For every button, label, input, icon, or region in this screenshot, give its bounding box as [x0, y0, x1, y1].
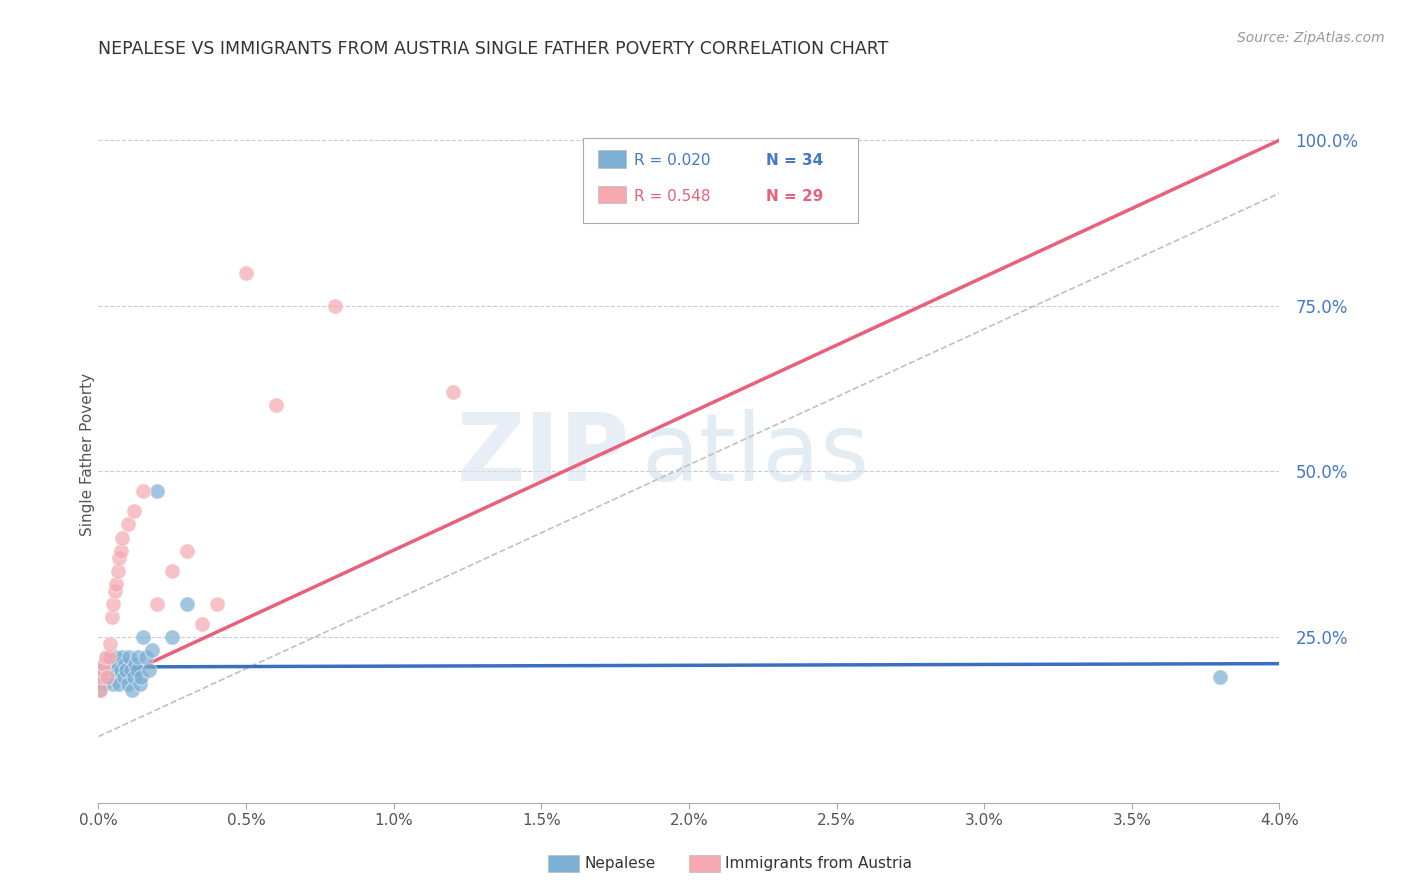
Point — [122, 670, 145, 684]
Point — [132, 484, 155, 499]
Point — [104, 583, 127, 598]
Point — [124, 657, 146, 671]
Point — [108, 550, 131, 565]
Point — [108, 676, 131, 690]
Point — [589, 186, 612, 201]
Point — [96, 650, 118, 665]
Point — [94, 657, 117, 671]
Point — [105, 663, 128, 677]
Point — [96, 670, 118, 684]
Y-axis label: Single Father Poverty: Single Father Poverty — [80, 374, 94, 536]
Text: R = 0.020: R = 0.020 — [634, 153, 710, 168]
Point — [100, 610, 122, 624]
Point — [93, 670, 115, 684]
Text: atlas: atlas — [641, 409, 870, 501]
Point — [110, 663, 132, 677]
Point — [117, 517, 139, 532]
Point — [176, 597, 198, 611]
Point — [117, 676, 139, 690]
Point — [129, 670, 152, 684]
Point — [112, 670, 135, 684]
Point — [93, 657, 115, 671]
Point — [91, 676, 114, 690]
Point — [191, 616, 214, 631]
Point — [127, 650, 149, 665]
Point — [111, 531, 134, 545]
Point — [138, 663, 160, 677]
Point — [141, 643, 163, 657]
Point — [111, 650, 134, 665]
Point — [205, 597, 228, 611]
Point — [91, 663, 114, 677]
Point — [146, 597, 169, 611]
Point — [118, 650, 141, 665]
Point — [103, 676, 125, 690]
Text: Source: ZipAtlas.com: Source: ZipAtlas.com — [1237, 31, 1385, 45]
Point — [128, 676, 150, 690]
Point — [264, 398, 287, 412]
Point — [114, 657, 136, 671]
Point — [1209, 670, 1232, 684]
Point — [162, 630, 183, 644]
Text: ZIP: ZIP — [457, 409, 630, 501]
Point — [97, 650, 120, 665]
Point — [98, 637, 121, 651]
Point — [323, 299, 346, 313]
Text: Immigrants from Austria: Immigrants from Austria — [725, 856, 912, 871]
Point — [90, 663, 112, 677]
Text: Nepalese: Nepalese — [585, 856, 657, 871]
Point — [107, 564, 129, 578]
Text: N = 29: N = 29 — [766, 189, 824, 203]
Point — [94, 650, 117, 665]
Point — [135, 650, 157, 665]
Point — [162, 564, 183, 578]
Point — [100, 663, 122, 677]
Point — [89, 683, 111, 698]
Point — [125, 663, 148, 677]
Point — [176, 544, 198, 558]
Point — [105, 577, 128, 591]
Text: R = 0.548: R = 0.548 — [634, 189, 710, 203]
Point — [115, 663, 138, 677]
Point — [122, 504, 145, 518]
Point — [110, 544, 132, 558]
Point — [120, 663, 142, 677]
Point — [98, 657, 121, 671]
Point — [146, 484, 169, 499]
Point — [441, 384, 464, 399]
Point — [132, 630, 155, 644]
Point — [107, 657, 129, 671]
Point — [89, 683, 111, 698]
Point — [103, 597, 125, 611]
Point — [90, 670, 112, 684]
Point — [235, 266, 257, 280]
Point — [97, 670, 120, 684]
Text: N = 34: N = 34 — [766, 153, 824, 168]
Text: NEPALESE VS IMMIGRANTS FROM AUSTRIA SINGLE FATHER POVERTY CORRELATION CHART: NEPALESE VS IMMIGRANTS FROM AUSTRIA SING… — [98, 40, 889, 58]
Point — [121, 683, 143, 698]
Point — [104, 650, 127, 665]
